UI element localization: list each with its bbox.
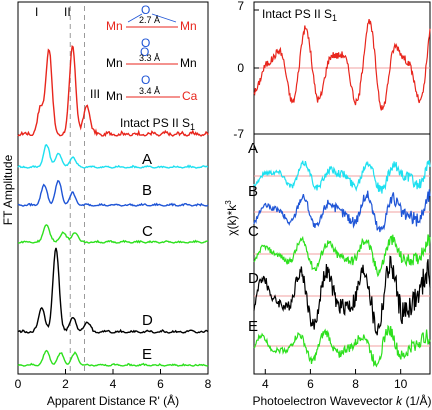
left-series-a [17,144,208,169]
right-plot-frame [253,1,431,375]
left-x-tick-label: 6 [157,377,164,391]
right-label-d: D [248,270,259,287]
left-label-a: A [142,151,152,168]
right-title: Intact PS II S1 [262,7,337,23]
diagram-1-right: Mn [180,19,197,33]
diagram-2-bridge: O [141,36,150,50]
diagram-2-distance: 3.3 Å [139,53,160,63]
left-x-tick-label: 4 [110,377,117,391]
diagram-3-left: Mn [106,89,123,103]
right-series-d [253,255,431,336]
diagram-3-right: Ca [182,89,198,103]
left-series-b [17,179,209,207]
right-zero-lines [254,9,430,347]
right-x-tick-label: 10 [394,377,408,391]
peak-label-i: I [35,5,38,19]
right-label-e: E [248,318,258,335]
diagram-3-distance: 3.4 Å [139,86,160,96]
left-dashed-guides [69,6,85,374]
diagram-1-bond-right [151,13,177,23]
left-label-c: C [142,223,153,240]
diagram-2-right: Mn [180,56,197,70]
left-title: Intact PS II S1 [120,116,195,132]
left-series-e [17,349,209,367]
left-panel: 0 2 4 6 8 I II III O Mn Mn 2.7 Å O O Mn Mn 3… [1,1,212,408]
left-series-d [17,247,209,334]
left-series-intact [17,45,209,137]
diagram-1-bond-left [127,13,143,23]
right-x-axis-label: Photoelectron Wavevector k (1/Å) [253,393,432,408]
peak-label-ii: II [64,5,71,19]
right-series-intact [253,18,431,111]
right-series-b [253,189,431,233]
diagram-3-bridge: O [141,73,150,87]
left-label-d: D [142,312,153,329]
diagram-2-left: Mn [106,56,123,70]
right-label-a: A [248,140,258,157]
diagram-1-left: Mn [106,19,123,33]
diagram-1-distance: 2.7 Å [139,15,160,25]
left-x-tick-label: 2 [62,377,69,391]
peak-label-iii: III [90,87,100,101]
left-x-tick-label: 8 [205,377,212,391]
right-label-c: C [248,223,259,240]
left-x-tick-label: 0 [15,377,22,391]
left-label-e: E [142,346,152,363]
right-label-b: B [248,183,258,200]
right-y-tick-neg7: -7 [233,127,244,141]
right-x-tick-label: 4 [262,377,269,391]
left-label-b: B [142,182,152,199]
right-y-axis-label: χ(k)*k3 [224,200,239,236]
diagram-2-bridge-2: O [140,45,149,59]
right-panel: 4 6 8 10 7 0 -7 Intact PS II S1 A B C D E χ… [224,0,432,408]
right-series-a [253,160,431,194]
right-series-e [253,324,431,368]
left-series-group [17,45,209,367]
left-x-ticks: 0 2 4 6 8 [15,369,212,391]
right-series-group [253,18,431,368]
left-y-axis-label: FT Amplitude [1,154,15,225]
right-y-tick-0: 0 [237,61,244,75]
right-x-tick-label: 6 [307,377,314,391]
mn-diagram: O Mn Mn 2.7 Å O O Mn Mn 3.3 Å O Mn Ca 3.… [106,3,198,103]
left-x-axis-label: Apparent Distance R' (Å) [47,393,179,408]
right-series-c [253,234,431,278]
diagram-1-bridge: O [141,3,150,17]
right-x-tick-label: 8 [352,377,359,391]
left-series-c [17,224,208,244]
right-y-tick-7: 7 [237,0,244,13]
right-x-ticks: 4 6 8 10 [262,369,408,391]
